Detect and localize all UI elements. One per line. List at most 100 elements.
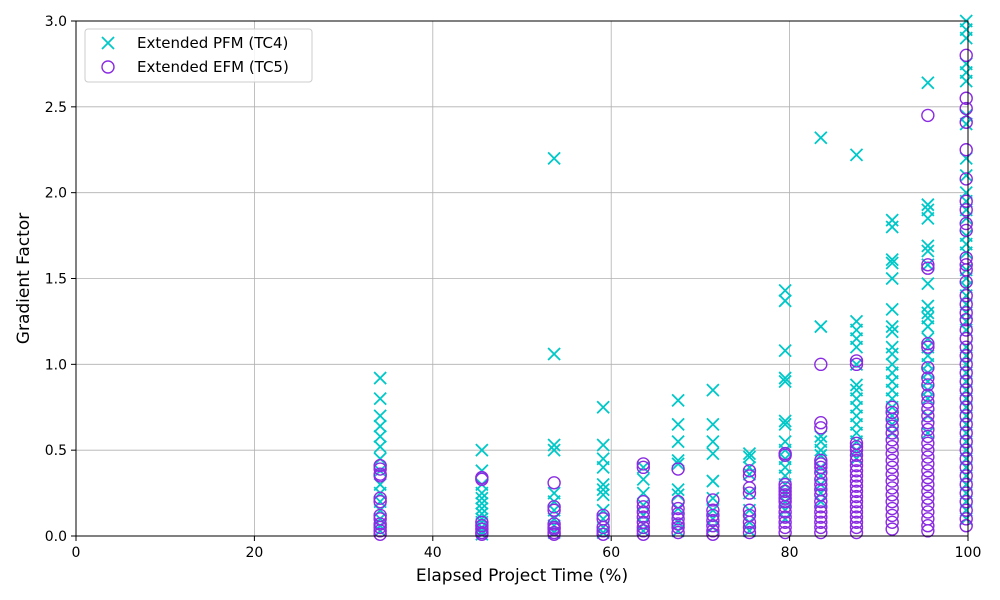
efm-data-point [921, 416, 935, 430]
efm-data-point [885, 433, 899, 447]
efm-data-point [959, 434, 973, 449]
pfm-data-point [547, 443, 561, 457]
efm-data-point [547, 517, 561, 531]
efm-data-point [706, 527, 720, 541]
pfm-data-point [475, 491, 489, 505]
efm-data-point [671, 520, 685, 535]
efm-data-point [475, 527, 489, 541]
pfm-data-point [596, 483, 610, 497]
efm-data-point [921, 395, 935, 409]
pfm-data-point [706, 446, 720, 461]
efm-data-point [959, 519, 973, 533]
legend-label-efm: Extended EFM (TC5) [137, 58, 289, 76]
pfm-data-point [959, 74, 973, 88]
pfm-data-point [742, 467, 757, 481]
efm-data-point [959, 275, 973, 289]
efm-data-point [921, 422, 935, 437]
pfm-data-point [921, 211, 935, 226]
pfm-data-point [596, 438, 610, 452]
efm-data-point [849, 520, 864, 535]
efm-data-point [373, 469, 387, 483]
efm-data-point [742, 481, 757, 495]
efm-data-point [885, 501, 899, 516]
efm-data-point [547, 527, 561, 541]
efm-data-point [636, 500, 651, 514]
pfm-data-point [885, 340, 899, 354]
pfm-data-point [921, 239, 935, 253]
efm-data-point [959, 417, 973, 432]
efm-data-point [959, 216, 973, 231]
efm-data-point [547, 476, 561, 490]
efm-data-point [778, 520, 792, 535]
y-tick-label: 3.0 [45, 14, 67, 30]
legend-circle-symbol [101, 60, 115, 74]
y-tick-label: 1.0 [45, 357, 67, 373]
efm-data-point [778, 515, 792, 529]
efm-data-point [959, 115, 973, 129]
pfm-data-point [885, 256, 899, 270]
efm-data-point [814, 494, 828, 509]
efm-data-point [849, 494, 864, 509]
pfm-data-point [373, 371, 387, 385]
pfm-data-point [849, 340, 864, 354]
pfm-data-point [921, 392, 935, 406]
efm-data-point [959, 91, 973, 105]
legend-marker-pfm [101, 36, 115, 50]
efm-data-point [959, 194, 973, 208]
efm-data-point [373, 517, 387, 531]
efm-data-point [921, 436, 935, 450]
efm-data-point [547, 503, 561, 517]
efm-data-point [885, 488, 899, 502]
efm-data-point [921, 340, 935, 354]
legend-x-symbol [101, 36, 115, 50]
pfm-data-point [671, 434, 685, 449]
efm-data-point [814, 510, 828, 524]
pfm-data-point [814, 131, 828, 145]
pfm-data-point [373, 429, 387, 444]
pfm-data-point [475, 496, 489, 511]
pfm-data-point [706, 491, 720, 505]
efm-data-point [636, 527, 651, 541]
x-tick-label: 20 [245, 545, 263, 561]
pfm-data-point [885, 252, 899, 267]
efm-data-point [921, 524, 935, 538]
pfm-data-point [814, 443, 828, 457]
efm-data-point [742, 525, 757, 540]
pfm-data-point [373, 419, 387, 433]
pfm-data-point [475, 443, 489, 457]
efm-data-point [921, 498, 935, 512]
y-tick-label: 1.5 [45, 272, 67, 288]
efm-data-point [849, 489, 864, 504]
y-axis-title: Gradient Factor [14, 213, 34, 344]
efm-data-point [849, 440, 864, 454]
x-tick-label: 100 [955, 545, 982, 561]
pfm-data-point [921, 198, 935, 212]
efm-data-point [959, 258, 973, 272]
efm-data-point [849, 443, 864, 457]
efm-data-point [959, 477, 973, 492]
x-tick-label: 80 [781, 545, 799, 561]
pfm-data-point [671, 483, 685, 497]
efm-data-point [671, 525, 685, 540]
efm-data-point [959, 383, 973, 397]
efm-data-point [475, 519, 489, 533]
efm-data-point [636, 520, 651, 535]
efm-data-point [706, 493, 720, 507]
pfm-data-point [921, 244, 935, 258]
efm-data-point [373, 491, 387, 505]
pfm-data-point [778, 343, 792, 358]
efm-data-point [921, 378, 935, 392]
efm-data-point [959, 143, 973, 157]
pfm-data-point [959, 117, 973, 131]
efm-data-point [921, 477, 935, 492]
efm-data-point [959, 323, 973, 337]
efm-data-point [959, 503, 973, 517]
pfm-data-point [921, 76, 935, 90]
y-tick-label: 0.5 [45, 443, 67, 459]
efm-data-point [959, 512, 973, 526]
efm-data-point [706, 524, 720, 538]
efm-data-point [596, 520, 610, 535]
efm-data-point [959, 400, 973, 414]
efm-data-point [671, 512, 685, 526]
efm-data-point [921, 409, 935, 423]
